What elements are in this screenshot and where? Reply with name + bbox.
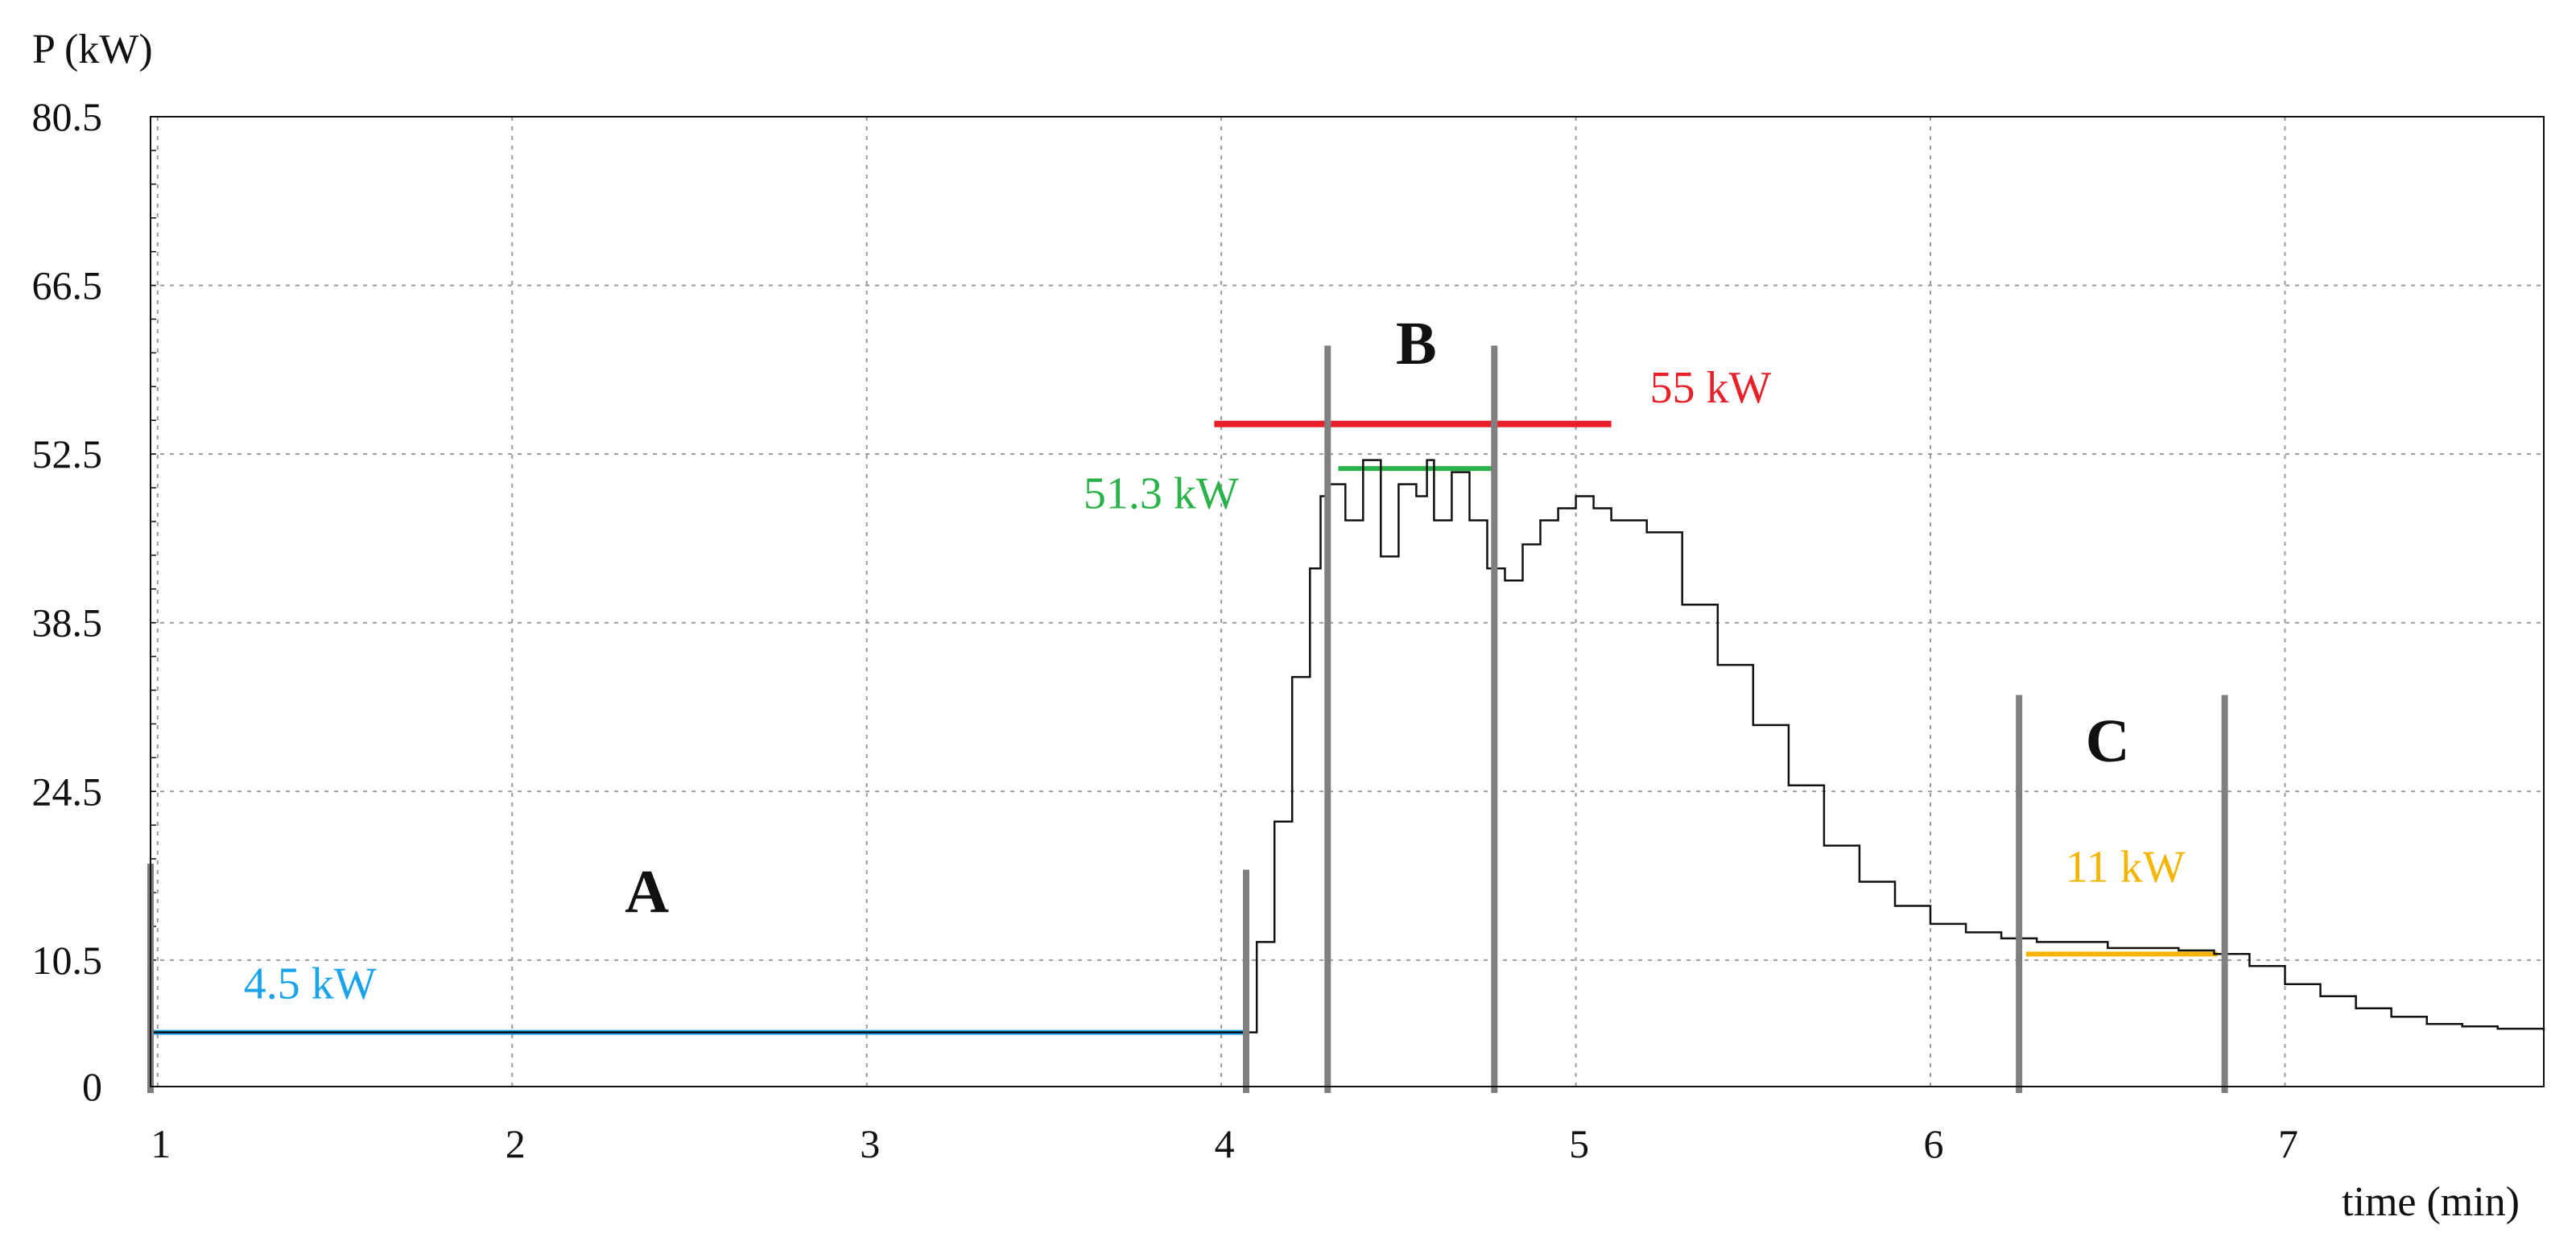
x-axis-label: time (min) [2342, 1179, 2520, 1225]
y-tick-label: 80.5 [32, 94, 103, 139]
y-tick-label: 38.5 [32, 600, 103, 645]
segment-markers [147, 345, 2228, 1093]
y-tick-label: 0 [82, 1064, 102, 1109]
series-layer [151, 459, 2545, 1033]
y-axis-label: P (kW) [32, 27, 153, 72]
plot-frame [150, 116, 2545, 1087]
x-tick-label: 2 [506, 1121, 526, 1166]
level-label: 4.5 kW [244, 959, 377, 1009]
y-tick-label: 10.5 [32, 938, 103, 983]
x-tick-label: 3 [860, 1121, 880, 1166]
minor-ticks [151, 116, 156, 961]
level-label: 11 kW [2066, 843, 2186, 893]
region-label: A [625, 858, 669, 926]
x-tick-label: 6 [1924, 1121, 1944, 1166]
y-tick-label: 52.5 [32, 431, 103, 476]
x-tick-labels: 1 2 3 4 5 6 7 [151, 1121, 2298, 1166]
level-label: 51.3 kW [1084, 468, 1239, 518]
power-series-line [151, 459, 2545, 1033]
y-tick-label: 66.5 [32, 263, 103, 308]
region-label: C [2086, 707, 2130, 775]
y-tick-label: 24.5 [32, 769, 103, 814]
y-tick-labels: 0 10.5 24.5 38.5 52.5 66.5 80.5 [32, 94, 103, 1109]
x-tick-label: 1 [151, 1121, 171, 1166]
region-label: B [1396, 310, 1437, 377]
level-label: 55 kW [1650, 363, 1772, 413]
x-tick-label: 4 [1215, 1121, 1235, 1166]
grid [151, 117, 2544, 1087]
x-tick-label: 5 [1569, 1121, 1589, 1166]
annotations: A B C 4.5 kW 55 kW 51.3 kW 11 kW [244, 310, 2186, 1009]
x-tick-label: 7 [2278, 1121, 2298, 1166]
